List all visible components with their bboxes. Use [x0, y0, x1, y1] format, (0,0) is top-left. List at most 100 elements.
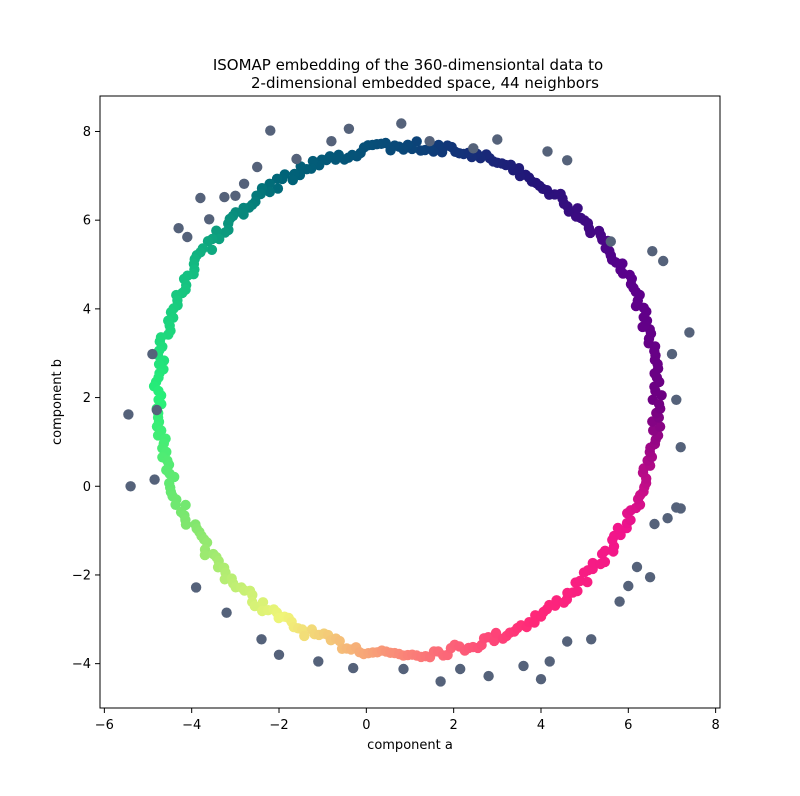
outlier-point	[219, 191, 230, 203]
x-axis-ticks: −6 −4 −2 0 2 4 6 8	[95, 708, 720, 733]
x-tick-label: 6	[624, 718, 632, 733]
x-tick-label: 0	[362, 718, 370, 733]
outlier-point	[562, 155, 573, 166]
ring-point	[206, 244, 218, 255]
outlier-point	[252, 161, 263, 173]
ring-point	[287, 174, 298, 186]
outlier-point	[562, 636, 573, 647]
outlier-point	[658, 255, 669, 267]
outlier-point	[265, 125, 276, 136]
ring-point	[271, 173, 283, 184]
x-tick-label: −4	[182, 718, 201, 733]
ring-point	[170, 499, 181, 510]
ring-point	[199, 549, 211, 561]
outlier-point	[313, 656, 324, 667]
outlier-point	[644, 572, 656, 583]
ring-point	[411, 136, 422, 147]
ring-point	[385, 145, 396, 156]
outlier-point	[649, 518, 660, 530]
x-tick-label: 4	[537, 718, 545, 733]
outlier-point	[518, 660, 529, 672]
outlier-point	[468, 143, 479, 154]
outlier-point	[666, 348, 678, 360]
ring-point	[612, 522, 624, 534]
ring-point	[653, 399, 665, 410]
ring-point	[272, 183, 284, 194]
outlier-point	[221, 607, 232, 618]
ring-point	[249, 600, 260, 612]
outlier-point	[230, 190, 241, 201]
outlier-point	[675, 503, 686, 514]
ring-point	[514, 170, 526, 182]
ring-point	[238, 209, 249, 220]
ring-point	[415, 145, 426, 156]
ring-point	[572, 203, 583, 214]
outlier-point	[398, 663, 409, 675]
y-tick-label: 8	[83, 125, 91, 140]
ring-point	[257, 597, 269, 608]
x-tick-label: 2	[450, 718, 458, 733]
x-tick-label: −6	[95, 718, 114, 733]
outlier-point	[623, 580, 634, 592]
ring-point	[654, 421, 666, 432]
outlier-point	[671, 394, 682, 405]
y-tick-label: 6	[83, 214, 91, 229]
y-tick-label: −2	[72, 568, 91, 583]
outlier-point	[123, 409, 134, 420]
data-points	[123, 118, 695, 687]
outlier-point	[647, 246, 658, 257]
ring-point	[490, 627, 502, 639]
y-tick-label: 0	[83, 480, 91, 495]
outlier-point	[149, 474, 160, 485]
outlier-point	[195, 192, 206, 204]
y-tick-label: 4	[83, 302, 91, 317]
outlier-point	[238, 178, 250, 189]
ring-point	[264, 178, 275, 189]
outlier-point	[684, 327, 695, 338]
outlier-point	[535, 674, 547, 685]
y-axis-label: component b	[50, 359, 65, 445]
ring-point	[587, 557, 598, 569]
ring-point	[599, 556, 611, 568]
chart-title-line-1: ISOMAP embedding of the 360-dimensiontal…	[213, 56, 603, 74]
ring-point	[202, 236, 214, 247]
outlier-point	[173, 223, 184, 234]
outlier-point	[343, 123, 355, 134]
y-axis-ticks: −4 −2 0 2 4 6 8	[72, 125, 100, 672]
outlier-point	[455, 663, 466, 675]
y-tick-label: 2	[83, 391, 91, 406]
outlier-point	[435, 676, 446, 687]
x-axis-label: component a	[367, 738, 453, 753]
outlier-point	[492, 134, 503, 145]
outlier-point	[125, 481, 136, 492]
outlier-point	[631, 561, 643, 573]
x-tick-label: −2	[269, 718, 288, 733]
outlier-point	[396, 118, 407, 129]
outlier-point	[586, 634, 597, 645]
ring-point	[593, 225, 605, 237]
outlier-point	[147, 348, 158, 360]
outlier-point	[348, 662, 359, 674]
outlier-point	[204, 214, 215, 225]
ring-point	[489, 635, 500, 647]
outlier-point	[326, 136, 337, 147]
outlier-point	[675, 442, 686, 453]
outlier-point	[151, 404, 162, 416]
ring-point	[599, 545, 611, 556]
outlier-point	[182, 231, 193, 243]
ring-point	[572, 585, 583, 597]
ring-point	[180, 519, 192, 530]
outlier-point	[256, 634, 267, 645]
outlier-point	[614, 596, 625, 607]
outlier-point	[483, 670, 494, 682]
ring-point	[264, 186, 275, 198]
outlier-point	[424, 136, 435, 147]
chart-title-line-2: 2-dimensional embedded space, 44 neighbo…	[251, 74, 599, 92]
plot-area-frame	[99, 95, 721, 709]
ring-point	[582, 576, 593, 588]
outlier-point	[662, 513, 673, 524]
outlier-point	[273, 649, 285, 660]
outlier-point	[544, 656, 555, 667]
outlier-point	[291, 153, 302, 165]
